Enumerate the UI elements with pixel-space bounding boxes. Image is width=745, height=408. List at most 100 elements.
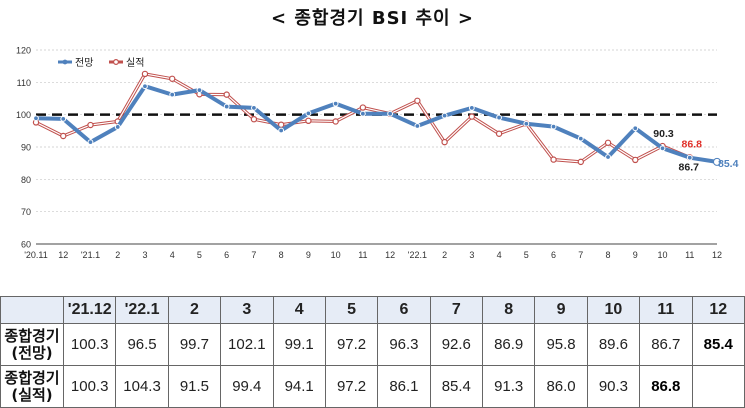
annotation-label: 86.7 [679, 162, 700, 174]
table-column-header: 6 [377, 296, 431, 324]
table-cell: 92.6 [429, 323, 484, 366]
series-actual-point [632, 156, 639, 164]
series-forecast-point [496, 114, 502, 121]
x-tick-label: 7 [578, 250, 583, 260]
series-actual-point [495, 130, 503, 137]
table-cell: 99.7 [167, 323, 222, 366]
series-forecast-point [441, 112, 448, 119]
table-column-header: 11 [639, 296, 693, 324]
x-tick-label: 3 [469, 250, 474, 260]
series-forecast-point [114, 124, 121, 130]
series-actual-point [604, 139, 612, 146]
x-tick-label: 2 [115, 250, 120, 260]
table-cell: 86.1 [377, 365, 431, 408]
table-row-label: 종합경기 (실적) [0, 365, 64, 408]
series-actual-point [250, 115, 258, 123]
chart-title: < 종합경기 BSI 추이 > [271, 8, 474, 29]
bsi-line-chart: 60 70 80 90 100 110 120 '20.11 12 '21.1 2 3 4 5 6 7 8 9 10… [16, 46, 739, 261]
series-actual-point [359, 104, 367, 111]
x-tick-label: 12 [58, 250, 68, 260]
series-forecast-point [605, 154, 611, 160]
series-actual-point [277, 121, 285, 128]
series-forecast-point [278, 127, 285, 134]
table-row: 종합경기 (전망) 100.3 96.5 99.7 102.1 99.1 97.2 96.3 92… [0, 323, 745, 366]
x-tick-label: 11 [358, 250, 367, 260]
x-tick-label: 12 [712, 250, 722, 260]
x-tick-label: 6 [551, 250, 556, 260]
series-forecast-point [659, 145, 666, 152]
x-tick-label: 4 [170, 250, 175, 260]
series-actual-point [60, 132, 67, 140]
bsi-data-table: '21.12'22.1 2 3 4 5 6 7 8 9 10 11 12 종합경기 (전망) 100.3 9… [0, 296, 745, 408]
x-tick-label: 4 [497, 250, 502, 260]
x-tick-label: 12 [385, 250, 395, 260]
series-forecast-point [523, 120, 530, 127]
table-column-header: '22.1 [115, 296, 169, 324]
legend-actual-marker [112, 59, 119, 66]
y-tick-label: 110 [17, 78, 31, 88]
series-actual-point [168, 75, 176, 82]
x-tick-label: '22.1 [408, 250, 427, 260]
table-cell: 85.4 [429, 365, 484, 408]
table-column-header: 9 [534, 296, 588, 324]
series-actual-point [141, 70, 149, 78]
y-tick-label: 60 [21, 240, 31, 250]
table-cell: 86.9 [481, 323, 536, 366]
x-tick-label: 3 [142, 250, 147, 260]
y-tick-label: 120 [16, 46, 31, 56]
table-cell: 94.1 [272, 365, 326, 408]
table-column-header: 10 [586, 296, 641, 324]
series-forecast-point [169, 91, 176, 98]
table-column-header: 8 [481, 296, 536, 324]
annotation-label: 85.4 [718, 158, 739, 170]
x-tick-label: 8 [279, 250, 284, 260]
table-cell: 99.4 [220, 365, 274, 408]
table-column-header: 2 [167, 296, 222, 324]
series-forecast-point [468, 104, 475, 111]
series-actual-point [468, 113, 476, 120]
series-forecast-point [196, 87, 203, 93]
series-forecast-point [332, 100, 339, 107]
series-forecast-point [577, 135, 584, 142]
table-cell: 95.8 [534, 323, 588, 366]
x-tick-label: 7 [251, 250, 256, 260]
annotation-label: 86.8 [682, 138, 703, 150]
table-cell: 86.8 [639, 365, 693, 408]
x-tick-label: 10 [658, 250, 668, 260]
x-tick-label: 5 [524, 250, 529, 260]
series-forecast-point [550, 123, 557, 130]
x-tick-label: 9 [306, 250, 311, 260]
table-column-header: 4 [272, 296, 326, 324]
table-cell: 85.4 [691, 323, 745, 366]
table-cell: 102.1 [220, 323, 274, 366]
table-cell: 96.5 [115, 323, 169, 366]
y-tick-label: 80 [21, 175, 31, 185]
table-cell: 89.6 [586, 323, 641, 366]
series-forecast-point [359, 110, 366, 117]
table-cell: 91.3 [481, 365, 536, 408]
table-cell: 96.3 [377, 323, 431, 366]
legend-forecast-label: 전망 [75, 57, 93, 69]
series-actual-point [305, 117, 312, 125]
series-forecast-point [142, 83, 148, 90]
series-forecast-point [305, 110, 312, 117]
series-forecast-point [33, 115, 39, 122]
table-cell: 97.2 [324, 323, 379, 366]
series-forecast-point [632, 125, 639, 132]
table-column-header: '21.12 [62, 296, 117, 324]
table-cell: 99.1 [272, 323, 326, 366]
x-tick-label: 5 [197, 250, 202, 260]
table-cell: 97.2 [324, 365, 379, 408]
table-header-row: '21.12'22.1 2 3 4 5 6 7 8 9 10 11 12 [0, 296, 745, 324]
table-cell: 91.5 [167, 365, 222, 408]
table-corner-cell [0, 296, 64, 324]
table-cell: 104.3 [115, 365, 169, 408]
x-tick-label: '20.11 [24, 250, 48, 260]
x-tick-label: 8 [606, 250, 611, 260]
series-forecast-point [87, 139, 94, 146]
series-actual-line [35, 72, 691, 164]
y-tick-label: 90 [21, 143, 31, 153]
table-row: 종합경기 (실적) 100.3 104.3 91.5 99.4 94.1 97.2 86.1 85… [0, 365, 745, 408]
y-tick-label: 100 [16, 110, 31, 120]
table-cell: 100.3 [62, 323, 117, 366]
